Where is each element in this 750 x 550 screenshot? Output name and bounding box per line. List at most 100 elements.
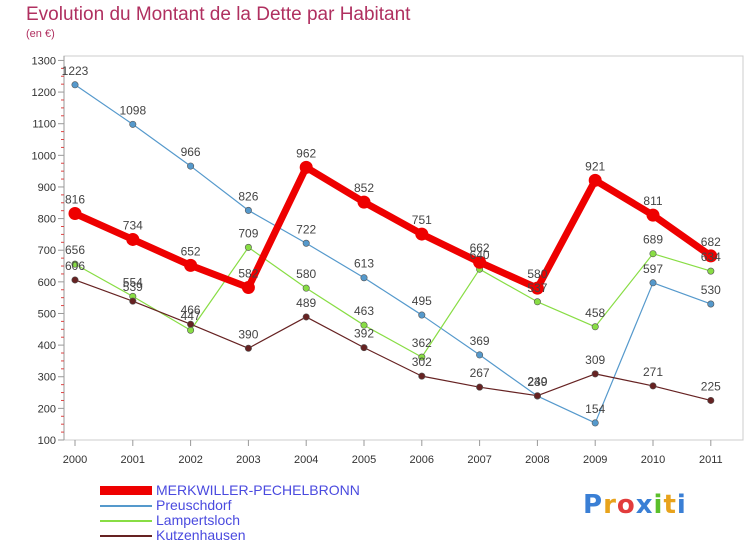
data-point-kutzenhausen bbox=[244, 344, 252, 352]
data-label-merkwiller: 582 bbox=[238, 267, 258, 281]
data-point-kutzenhausen bbox=[360, 344, 368, 352]
data-label-preuschdorf: 495 bbox=[412, 294, 432, 308]
x-tick-label: 2010 bbox=[641, 454, 665, 466]
data-label-preuschdorf: 722 bbox=[296, 222, 316, 236]
logo-letter: r bbox=[603, 490, 617, 520]
data-label-lampertsloch: 537 bbox=[527, 281, 547, 295]
data-point-preuschdorf bbox=[71, 81, 79, 89]
y-tick-label: 1300 bbox=[32, 55, 56, 67]
data-point-merkwiller bbox=[357, 195, 371, 209]
logo-letter: t bbox=[663, 490, 677, 520]
legend-swatch-lampertsloch bbox=[100, 520, 152, 522]
data-point-kutzenhausen bbox=[649, 382, 657, 390]
data-label-preuschdorf: 369 bbox=[470, 334, 490, 348]
y-tick-label: 200 bbox=[38, 403, 56, 415]
y-tick-label: 1200 bbox=[32, 87, 56, 99]
y-tick-label: 400 bbox=[38, 340, 56, 352]
data-label-kutzenhausen: 392 bbox=[354, 327, 374, 341]
data-label-merkwiller: 962 bbox=[296, 146, 316, 160]
legend-swatch-preuschdorf bbox=[100, 505, 152, 507]
series-line-kutzenhausen bbox=[74, 279, 712, 402]
data-point-preuschdorf bbox=[187, 162, 195, 170]
data-label-kutzenhausen: 267 bbox=[470, 366, 490, 380]
data-point-lampertsloch bbox=[187, 326, 195, 334]
data-point-lampertsloch bbox=[360, 321, 368, 329]
data-label-lampertsloch: 656 bbox=[65, 243, 85, 257]
data-point-preuschdorf bbox=[649, 279, 657, 287]
data-point-merkwiller bbox=[704, 249, 718, 263]
data-label-preuschdorf: 1223 bbox=[62, 64, 89, 78]
logo-letter: i bbox=[653, 490, 664, 520]
data-label-kutzenhausen: 539 bbox=[123, 280, 143, 294]
data-point-merkwiller bbox=[126, 232, 140, 246]
data-point-lampertsloch bbox=[244, 243, 252, 251]
data-point-lampertsloch bbox=[71, 260, 79, 268]
data-point-preuschdorf bbox=[244, 206, 252, 214]
data-label-lampertsloch: 458 bbox=[585, 306, 605, 320]
x-tick-label: 2002 bbox=[178, 454, 202, 466]
x-tick-label: 2006 bbox=[410, 454, 434, 466]
data-label-merkwiller: 580 bbox=[527, 267, 547, 281]
logo-letter: x bbox=[635, 490, 654, 520]
data-label-lampertsloch: 709 bbox=[238, 226, 258, 240]
data-point-merkwiller bbox=[415, 227, 429, 241]
x-tick-label: 2000 bbox=[63, 454, 87, 466]
data-label-kutzenhausen: 309 bbox=[585, 353, 605, 367]
data-label-merkwiller: 811 bbox=[643, 194, 662, 208]
data-label-preuschdorf: 966 bbox=[181, 145, 201, 159]
data-point-kutzenhausen bbox=[302, 313, 310, 321]
legend-swatch-kutzenhausen bbox=[100, 535, 152, 537]
data-label-preuschdorf: 613 bbox=[354, 257, 374, 271]
series-line-preuschdorf bbox=[74, 84, 712, 424]
x-tick-label: 2004 bbox=[294, 454, 318, 466]
x-tick-label: 2011 bbox=[699, 454, 723, 466]
y-tick-label: 500 bbox=[38, 308, 56, 320]
data-label-kutzenhausen: 302 bbox=[412, 355, 432, 369]
data-label-preuschdorf: 597 bbox=[643, 262, 663, 276]
data-label-kutzenhausen: 271 bbox=[643, 365, 663, 379]
data-point-preuschdorf bbox=[476, 351, 484, 359]
data-label-lampertsloch: 640 bbox=[470, 248, 490, 262]
data-label-preuschdorf: 1098 bbox=[119, 103, 146, 117]
legend-swatch-merkwiller bbox=[100, 486, 152, 495]
data-label-preuschdorf: 530 bbox=[701, 283, 721, 297]
data-point-kutzenhausen bbox=[476, 383, 484, 391]
x-tick-label: 2001 bbox=[121, 454, 145, 466]
y-tick-label: 600 bbox=[38, 277, 56, 289]
data-label-lampertsloch: 362 bbox=[412, 336, 432, 350]
y-tick-label: 800 bbox=[38, 214, 56, 226]
chart-subtitle: (en €) bbox=[26, 28, 55, 40]
data-point-preuschdorf bbox=[418, 311, 426, 319]
data-label-kutzenhausen: 606 bbox=[65, 259, 85, 273]
data-label-preuschdorf: 826 bbox=[238, 189, 258, 203]
data-label-lampertsloch: 447 bbox=[181, 309, 201, 323]
data-point-merkwiller bbox=[299, 160, 313, 174]
data-label-kutzenhausen: 240 bbox=[527, 375, 547, 389]
data-point-lampertsloch bbox=[302, 284, 310, 292]
data-point-lampertsloch bbox=[707, 267, 715, 275]
logo-letter: i bbox=[676, 490, 687, 520]
legend-label-preuschdorf: Preuschdorf bbox=[156, 497, 232, 513]
data-label-merkwiller: 852 bbox=[354, 181, 374, 195]
data-label-merkwiller: 816 bbox=[65, 193, 85, 207]
data-point-preuschdorf bbox=[707, 300, 715, 308]
data-point-kutzenhausen bbox=[418, 372, 426, 380]
data-point-kutzenhausen bbox=[187, 320, 195, 328]
data-label-lampertsloch: 580 bbox=[296, 267, 316, 281]
legend-label-merkwiller: MERKWILLER-PECHELBRONN bbox=[156, 482, 360, 498]
data-point-kutzenhausen bbox=[591, 370, 599, 378]
y-tick-label: 1000 bbox=[32, 150, 56, 162]
data-point-kutzenhausen bbox=[533, 392, 541, 400]
data-point-preuschdorf bbox=[129, 120, 137, 128]
y-tick-label: 1100 bbox=[32, 119, 56, 131]
data-point-preuschdorf bbox=[591, 419, 599, 427]
chart-title: Evolution du Montant de la Dette par Hab… bbox=[26, 4, 411, 25]
series-line-merkwiller bbox=[71, 163, 715, 292]
data-point-merkwiller bbox=[68, 207, 82, 221]
data-point-merkwiller bbox=[588, 173, 602, 187]
data-label-lampertsloch: 463 bbox=[354, 304, 374, 318]
data-label-kutzenhausen: 489 bbox=[296, 296, 316, 310]
data-label-merkwiller: 921 bbox=[585, 159, 605, 173]
data-label-kutzenhausen: 466 bbox=[181, 303, 201, 317]
